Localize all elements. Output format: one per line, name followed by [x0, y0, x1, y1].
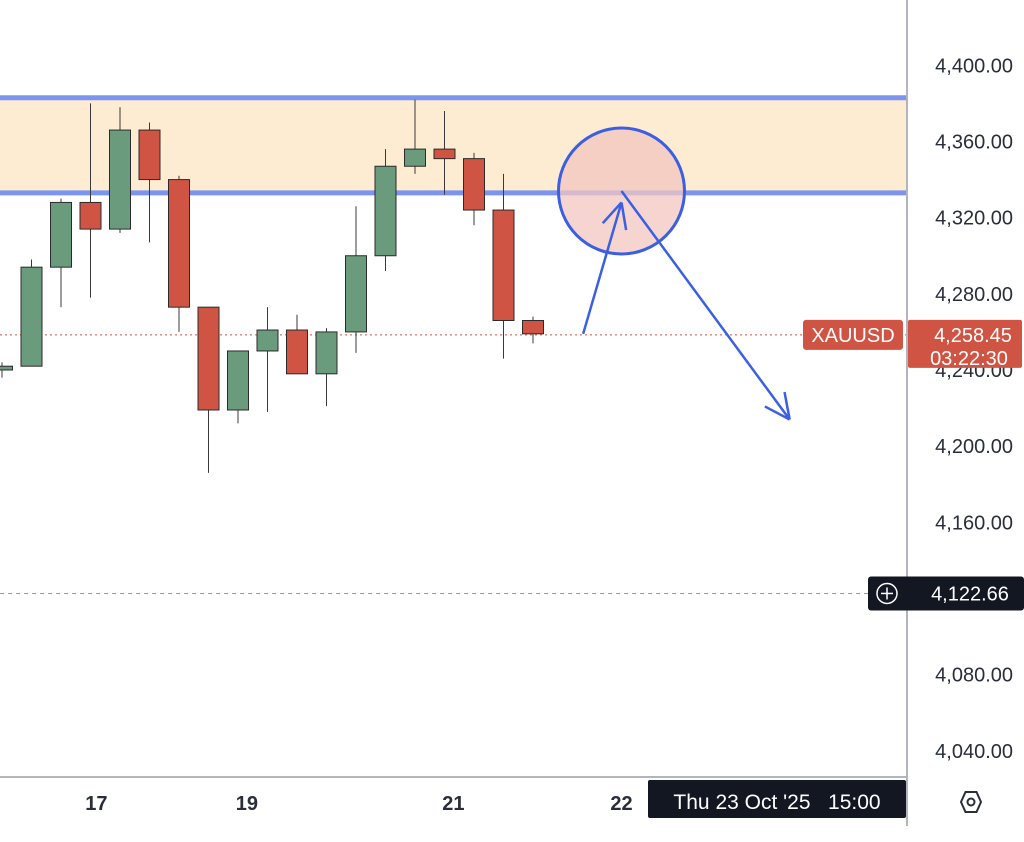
- candle-body: [315, 331, 338, 375]
- arrow-shaft: [620, 190, 791, 421]
- time-tick-label: 19: [236, 793, 258, 815]
- up-arrow[interactable]: [581, 201, 628, 335]
- candle-body: [197, 306, 220, 411]
- candle-body: [227, 350, 249, 411]
- arrow-shaft: [581, 202, 623, 335]
- crosshair-price-label-bg: [868, 576, 1024, 611]
- arrow-head: [764, 405, 791, 421]
- symbol-price-label: XAUUSD 4,258.45 03:22:30: [803, 319, 1022, 370]
- candles-series: [0, 99, 544, 473]
- candle-body: [492, 209, 515, 321]
- zone-fill: [0, 97, 907, 193]
- time-tick-label: 17: [85, 793, 107, 815]
- crosshair-time-label-bg: [648, 780, 906, 818]
- candle-body: [404, 148, 426, 167]
- symbol-label: XAUUSD: [811, 325, 894, 347]
- candle-body: [109, 129, 131, 230]
- down-arrow[interactable]: [620, 190, 791, 421]
- price-tick-label: 4,280.00: [935, 284, 1013, 306]
- current-price-label: 4,258.45: [934, 325, 1012, 347]
- price-tick-label: 4,080.00: [935, 665, 1013, 687]
- arrow-head: [620, 202, 628, 231]
- candle-body: [79, 201, 102, 230]
- bar-countdown-label: 03:22:30: [930, 348, 1008, 370]
- candle-body: [286, 329, 308, 375]
- candle-body: [345, 255, 367, 333]
- price-tick-label: 4,160.00: [935, 512, 1013, 534]
- current-price-label-bg: [908, 319, 1022, 368]
- price-tick-label: 4,320.00: [935, 208, 1013, 230]
- price-tick-label: 4,360.00: [935, 131, 1013, 153]
- candle-body: [433, 148, 456, 160]
- time-axis[interactable]: 17 19 21 22: [85, 793, 632, 815]
- candle-body: [168, 179, 190, 308]
- arrow-head: [601, 201, 623, 225]
- chart-settings-icon[interactable]: [959, 791, 983, 813]
- symbol-label-bg: [803, 319, 903, 350]
- crosshair-price-label: 4,122.66: [868, 576, 1024, 611]
- candle-body: [374, 165, 397, 257]
- arrow-head: [783, 391, 791, 420]
- price-tick-label: 4,040.00: [935, 741, 1013, 763]
- price-tick-label: 4,400.00: [935, 55, 1013, 77]
- time-tick-label: 22: [610, 793, 632, 815]
- crosshair-time: Thu 23 Oct '25 15:00: [673, 791, 880, 814]
- price-tick-label: 4,200.00: [935, 436, 1013, 458]
- candle-body: [256, 329, 279, 352]
- drawings-layer[interactable]: [557, 126, 791, 421]
- candle-body: [138, 129, 161, 181]
- crosshair-time-label: Thu 23 Oct '25 15:00: [648, 780, 906, 818]
- candle-body: [522, 319, 544, 335]
- add-alert-icon[interactable]: [876, 582, 898, 605]
- crosshair-price: 4,122.66: [931, 583, 1009, 605]
- resistance-zone[interactable]: [0, 95, 907, 196]
- candle-body: [0, 365, 13, 371]
- time-tick-label: 21: [442, 793, 464, 815]
- candle-body: [20, 266, 43, 367]
- candle-body: [50, 201, 72, 268]
- candle-body: [463, 158, 485, 211]
